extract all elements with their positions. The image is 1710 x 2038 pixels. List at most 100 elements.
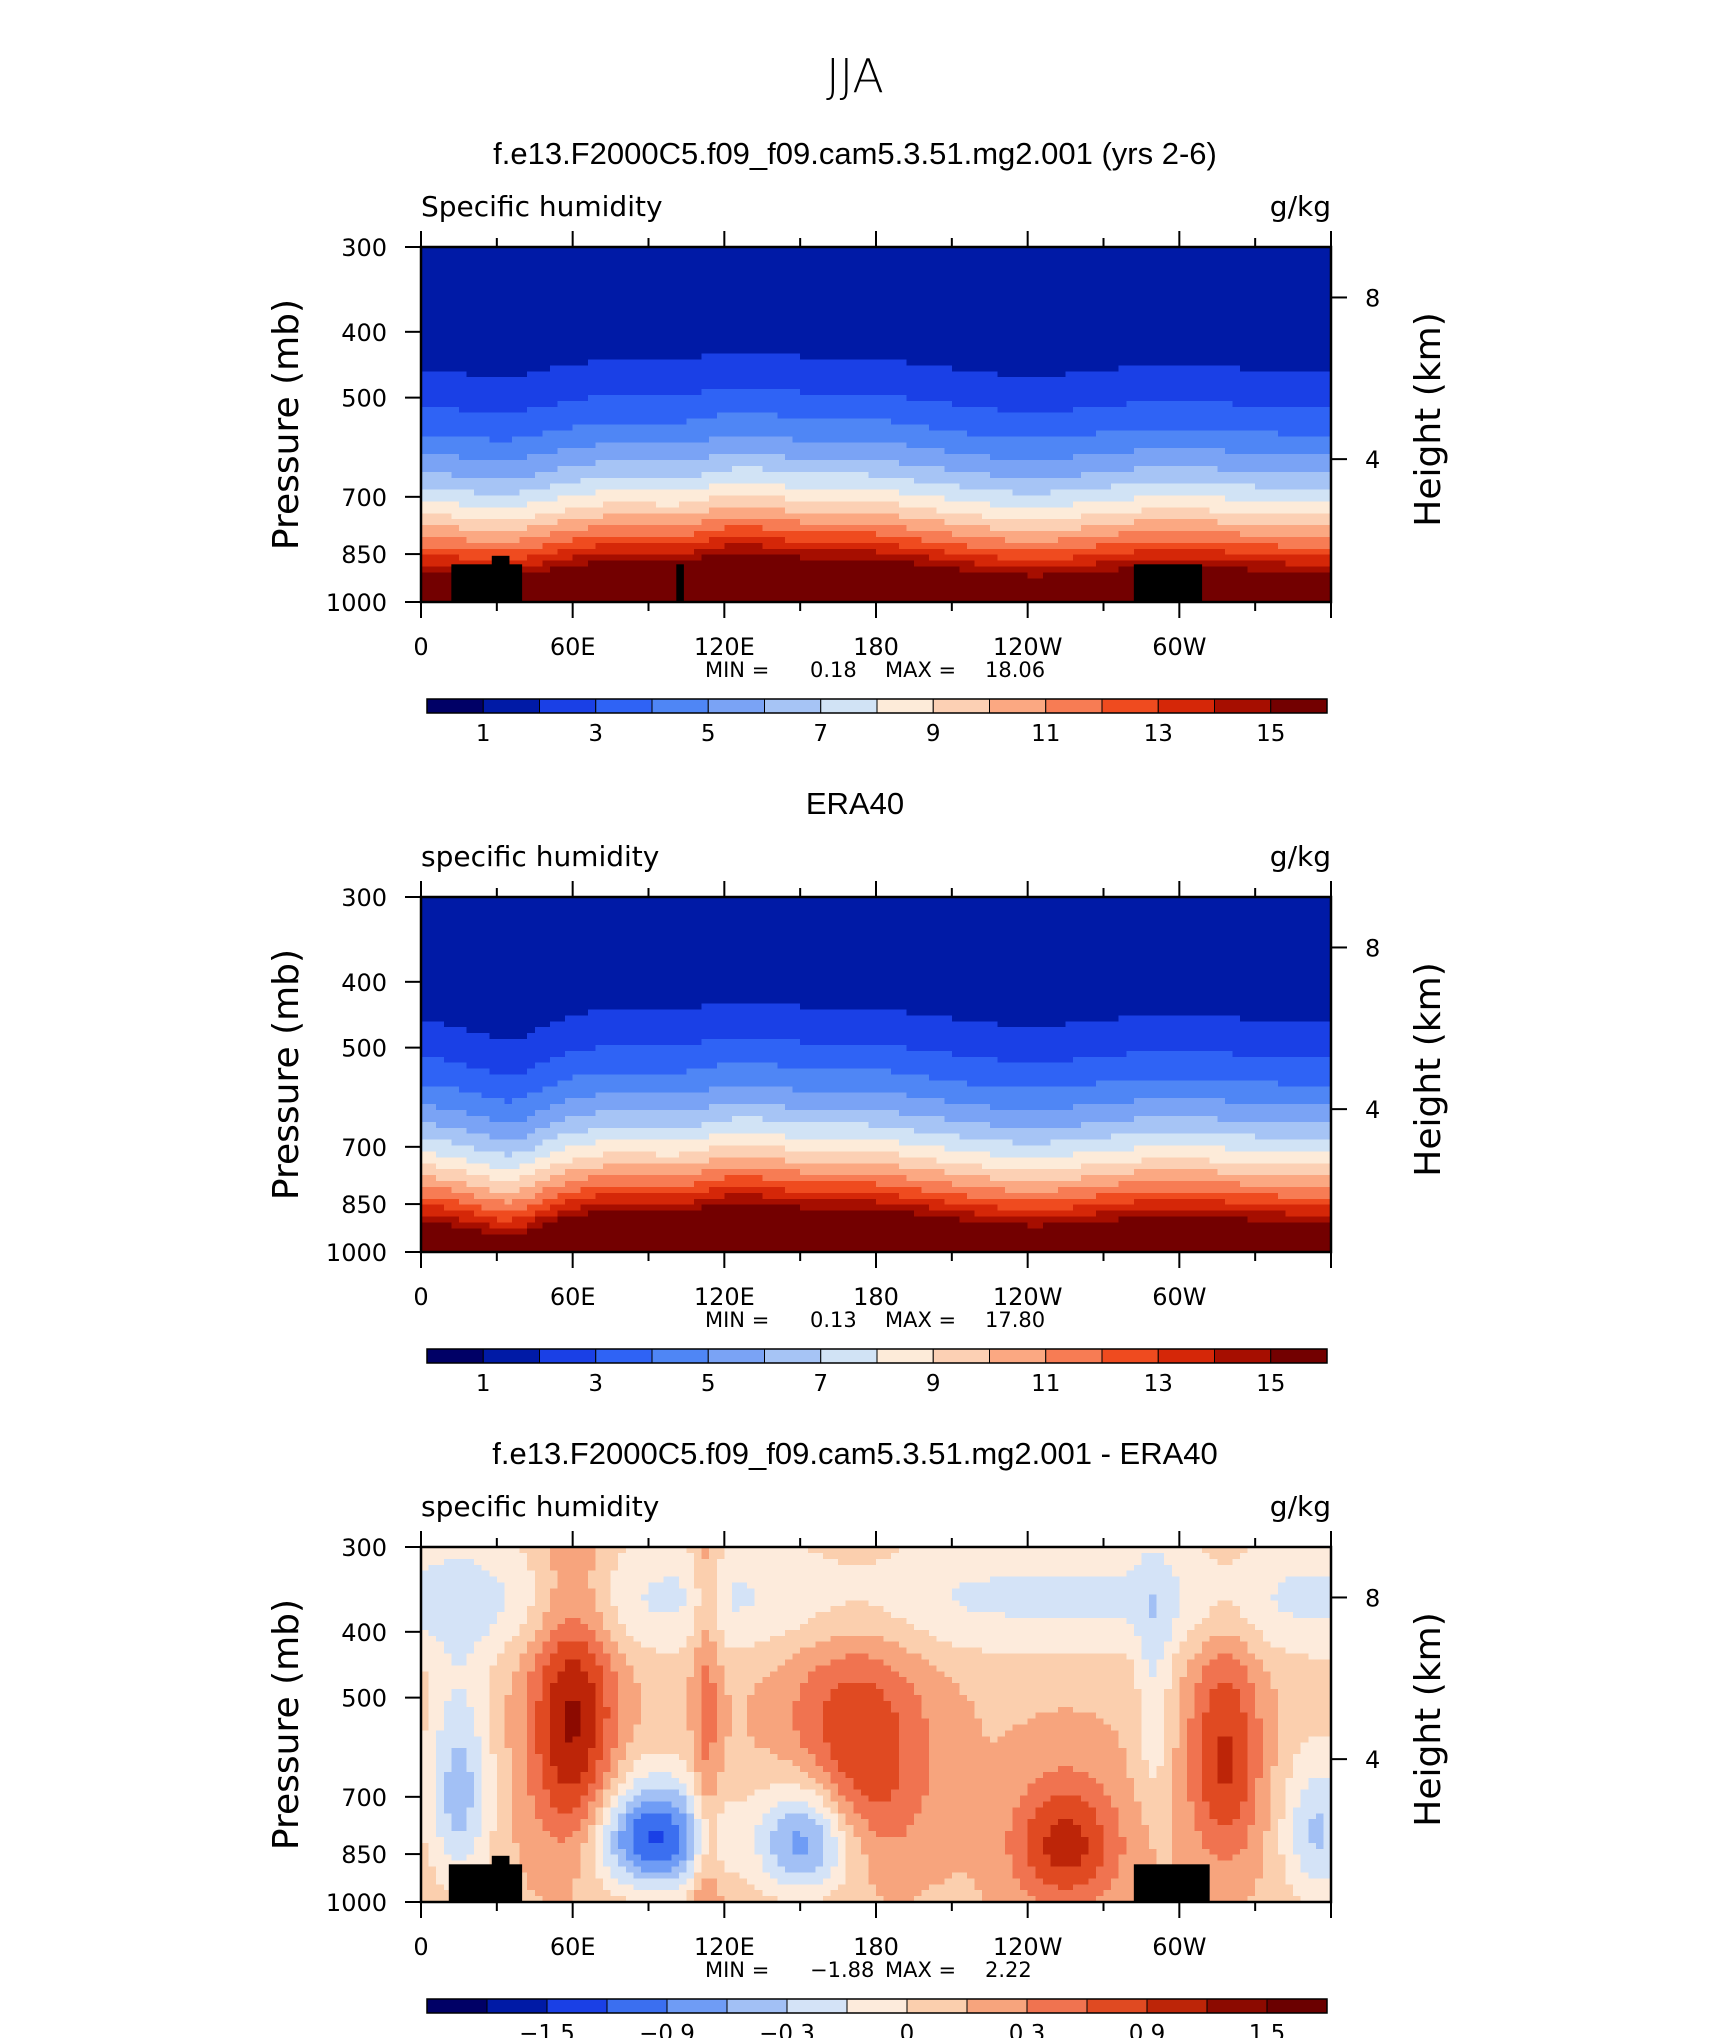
contour-cell — [580, 394, 589, 402]
contour-cell — [656, 430, 665, 437]
contour-cell — [1186, 436, 1196, 443]
contour-cell — [527, 471, 536, 479]
contour-cell — [792, 323, 801, 331]
contour-cell — [648, 329, 657, 337]
contour-cell — [421, 489, 430, 497]
contour-cell — [572, 483, 581, 491]
contour-cell — [663, 264, 672, 272]
contour-cell — [1308, 294, 1317, 301]
contour-cell — [830, 436, 839, 443]
contour-cell — [777, 247, 786, 254]
contour-cell — [800, 454, 809, 461]
contour-cell — [1262, 306, 1271, 313]
contour-cell — [1012, 359, 1021, 366]
contour-cell — [1293, 389, 1302, 396]
contour-cell — [951, 270, 961, 278]
contour-cell — [474, 371, 483, 378]
contour-cell — [595, 477, 604, 485]
contour-cell — [1080, 353, 1089, 361]
contour-cell — [1149, 335, 1158, 343]
contour-cell — [754, 264, 763, 272]
contour-cell — [1065, 247, 1074, 254]
contour-cell — [1103, 400, 1112, 408]
contour-cell — [921, 383, 930, 390]
contour-cell — [1186, 377, 1196, 384]
contour-cell — [716, 436, 725, 443]
contour-cell — [1171, 471, 1180, 479]
contour-cell — [800, 460, 809, 467]
contour-cell — [618, 471, 627, 479]
contour-cell — [1042, 323, 1052, 331]
contour-cell — [1027, 282, 1036, 290]
contour-cell — [686, 258, 695, 266]
contour-cell — [898, 454, 907, 461]
contour-cell — [671, 282, 680, 290]
contour-cell — [595, 353, 604, 361]
contour-cell — [1171, 329, 1180, 337]
contour-cell — [959, 312, 968, 319]
contour-cell — [762, 394, 771, 402]
contour-cell — [1315, 276, 1325, 284]
contour-cell — [731, 465, 741, 473]
contour-cell — [421, 465, 430, 473]
contour-cell — [913, 371, 923, 378]
contour-cell — [572, 406, 581, 414]
contour-cell — [1126, 424, 1135, 432]
contour-cell — [982, 335, 991, 343]
contour-cell — [982, 394, 991, 402]
contour-cell — [747, 371, 756, 378]
contour-cell — [1285, 442, 1294, 449]
contour-cell — [769, 442, 779, 449]
contour-cell — [678, 454, 688, 461]
contour-cell — [549, 294, 559, 301]
contour-cell — [678, 323, 688, 331]
contour-cell — [557, 460, 566, 467]
contour-cell — [549, 483, 559, 491]
contour-cell — [1217, 329, 1226, 337]
contour-cell — [1308, 394, 1317, 402]
contour-cell — [587, 377, 597, 384]
contour-cell — [1035, 270, 1044, 278]
contour-cell — [1149, 288, 1158, 295]
contour-cell — [1232, 406, 1241, 414]
contour-cell — [1111, 323, 1120, 331]
contour-cell — [625, 465, 634, 473]
contour-cell — [1293, 454, 1302, 461]
contour-cell — [1179, 365, 1188, 372]
contour-cell — [572, 318, 581, 325]
contour-cell — [428, 483, 437, 491]
contour-cell — [701, 424, 710, 432]
contour-cell — [1095, 418, 1105, 426]
contour-cell — [519, 377, 528, 384]
contour-cell — [1073, 424, 1082, 432]
contour-cell — [1118, 394, 1127, 402]
contour-cell — [709, 483, 718, 491]
contour-cell — [1179, 454, 1188, 461]
contour-cell — [1277, 442, 1287, 449]
contour-cell — [618, 454, 627, 461]
contour-cell — [982, 270, 991, 278]
contour-cell — [959, 247, 968, 254]
contour-cell — [967, 312, 976, 319]
contour-cell — [640, 300, 650, 307]
contour-cell — [1186, 252, 1196, 260]
contour-cell — [587, 442, 597, 449]
contour-cell — [1171, 276, 1180, 284]
contour-cell — [1186, 312, 1196, 319]
contour-cell — [625, 454, 634, 461]
contour-cell — [618, 430, 627, 437]
contour-cell — [618, 460, 627, 467]
contour-cell — [944, 430, 953, 437]
contour-cell — [1293, 353, 1302, 361]
contour-cell — [921, 353, 930, 361]
contour-cell — [1027, 252, 1036, 260]
contour-cell — [1020, 477, 1029, 485]
contour-cell — [951, 489, 961, 497]
contour-cell — [504, 477, 513, 485]
contour-cell — [747, 377, 756, 384]
contour-cell — [898, 471, 907, 479]
contour-cell — [1149, 252, 1158, 260]
contour-cell — [1004, 389, 1014, 396]
contour-cell — [1232, 389, 1241, 396]
contour-cell — [1149, 264, 1158, 272]
